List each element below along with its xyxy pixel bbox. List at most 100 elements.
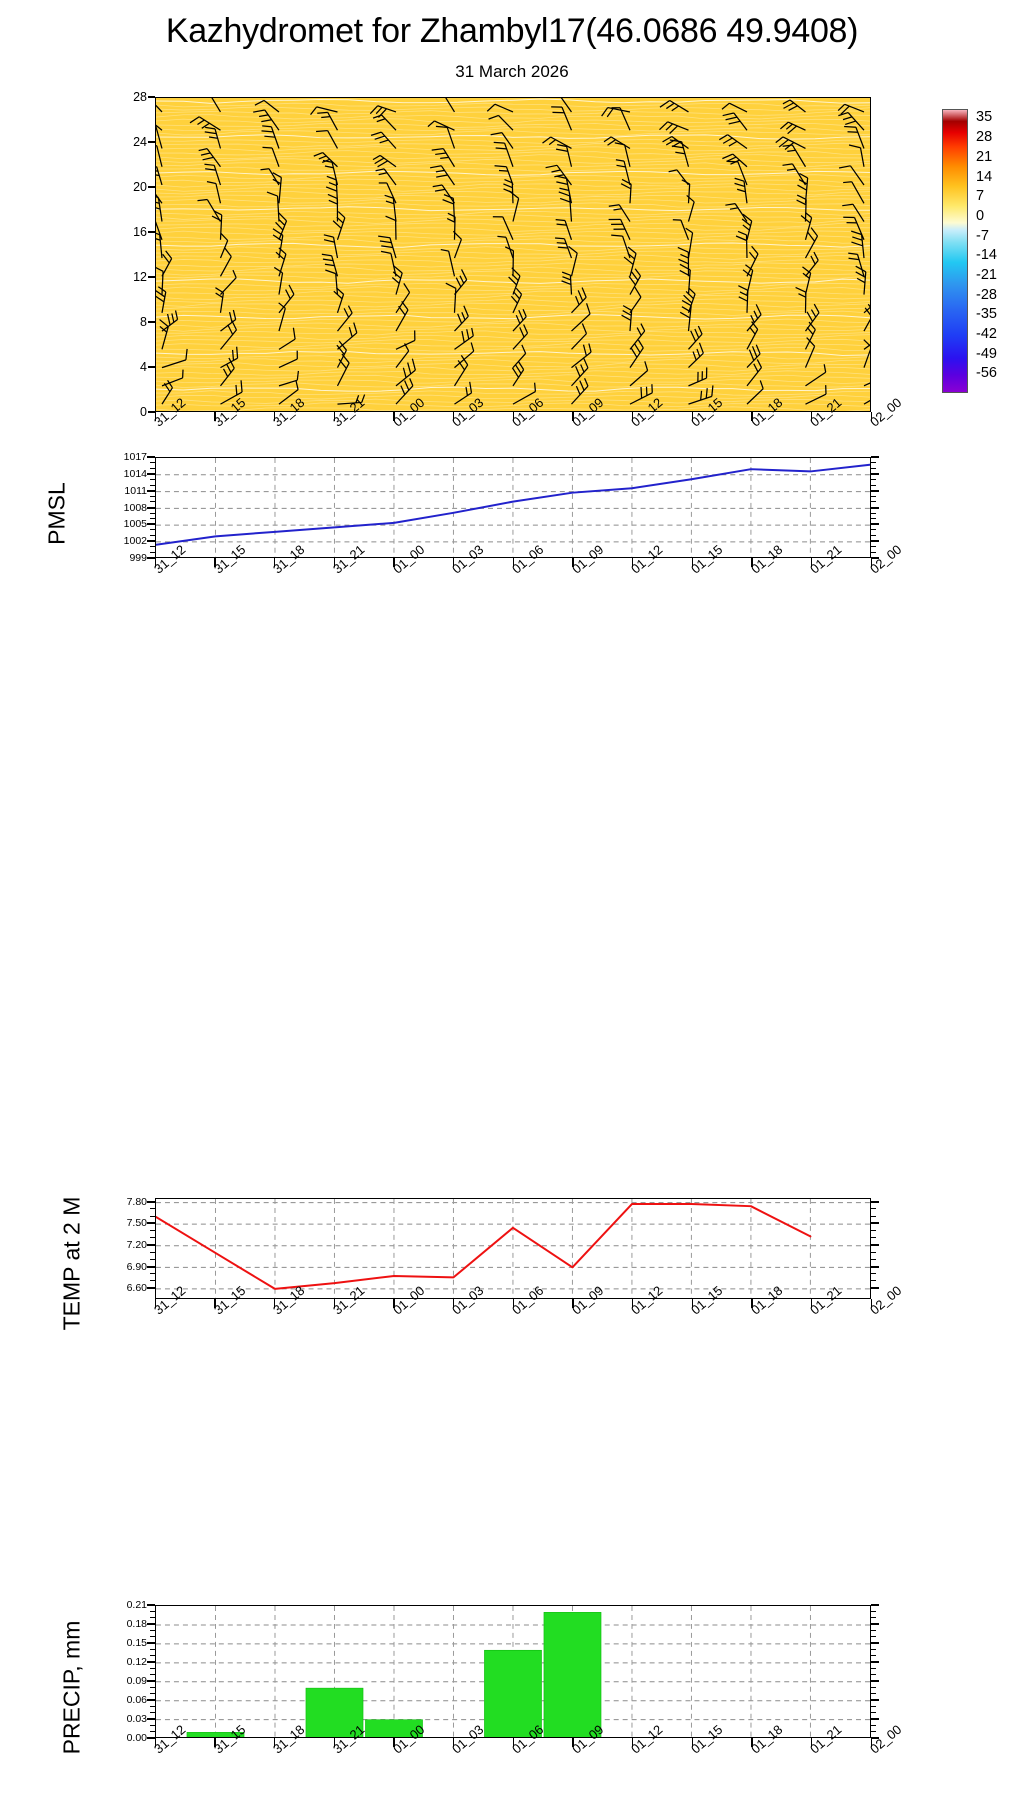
y-minor-tick-right [871, 1712, 876, 1713]
y-axis-tick-label: 0.09 [97, 1675, 147, 1687]
y-minor-tick-right [871, 1630, 876, 1631]
y-axis-tick-label: 4 [105, 360, 147, 374]
y-tick-mark-right [871, 1604, 879, 1606]
y-minor-tick-right [871, 1252, 876, 1253]
y-minor-tick-right [871, 1693, 876, 1694]
y-minor-tick [150, 496, 155, 497]
y-minor-tick-right [871, 1230, 876, 1231]
y-minor-tick-right [871, 1668, 876, 1669]
colorbar-label: -14 [976, 247, 997, 263]
y-minor-tick-right [871, 479, 876, 480]
y-tick-mark-right [871, 456, 879, 458]
y-tick-mark-right [871, 1680, 879, 1682]
temp-axis-label: TEMP at 2 M [59, 1164, 86, 1364]
y-tick-mark-right [871, 1266, 879, 1268]
y-axis-tick-label: 1014 [97, 468, 147, 480]
y-minor-tick [150, 1712, 155, 1713]
y-minor-tick [150, 468, 155, 469]
y-axis-tick-label: 1005 [97, 518, 147, 530]
y-minor-tick [150, 1273, 155, 1274]
y-minor-tick-right [871, 1655, 876, 1656]
y-minor-tick-right [871, 1636, 876, 1637]
y-minor-tick [150, 1668, 155, 1669]
y-tick-mark [147, 1661, 155, 1663]
y-axis-tick-label: 1002 [97, 535, 147, 547]
colorbar-label: -56 [976, 365, 997, 381]
y-minor-tick-right [871, 1617, 876, 1618]
y-minor-tick [150, 1655, 155, 1656]
y-axis-tick-label: 6.60 [97, 1282, 147, 1294]
y-minor-tick-right [871, 485, 876, 486]
y-minor-tick-right [871, 462, 876, 463]
y-minor-tick [150, 529, 155, 530]
y-axis-tick-label: 0.18 [97, 1618, 147, 1630]
y-minor-tick [150, 1731, 155, 1732]
y-axis-tick-label: 20 [105, 180, 147, 194]
y-tick-mark-right [871, 473, 879, 475]
colorbar-label: 0 [976, 208, 984, 224]
y-minor-tick-right [871, 1208, 876, 1209]
y-minor-tick-right [871, 1706, 876, 1707]
y-minor-tick-right [871, 1216, 876, 1217]
colorbar-label: 7 [976, 188, 984, 204]
y-minor-tick [150, 1617, 155, 1618]
y-tick-mark [147, 540, 155, 542]
y-minor-tick-right [871, 546, 876, 547]
y-minor-tick-right [871, 1237, 876, 1238]
y-axis-tick-label: 12 [105, 270, 147, 284]
colorbar-label: -28 [976, 287, 997, 303]
y-minor-tick [150, 1725, 155, 1726]
colorbar-label: -49 [976, 346, 997, 362]
y-tick-mark-right [871, 1222, 879, 1224]
y-tick-mark-right [871, 1718, 879, 1720]
y-tick-mark [147, 523, 155, 525]
y-minor-tick [150, 1237, 155, 1238]
y-axis-tick-label: 1017 [97, 451, 147, 463]
y-minor-tick [150, 485, 155, 486]
x-axis-tick-label: 02_00 [867, 1722, 904, 1757]
y-tick-mark-right [871, 1623, 879, 1625]
y-minor-tick [150, 1706, 155, 1707]
y-minor-tick-right [871, 1611, 876, 1612]
y-minor-tick-right [871, 501, 876, 502]
colorbar-label: -42 [976, 326, 997, 342]
y-axis-tick-label: 0.15 [97, 1637, 147, 1649]
y-minor-tick [150, 1280, 155, 1281]
y-axis-tick-label: 7.20 [97, 1239, 147, 1251]
y-tick-mark [147, 1718, 155, 1720]
y-tick-mark [148, 366, 155, 367]
y-minor-tick [150, 1649, 155, 1650]
y-tick-mark [147, 1222, 155, 1224]
y-tick-mark [147, 1604, 155, 1606]
colorbar-label: -7 [976, 228, 989, 244]
y-axis-tick-label: 16 [105, 225, 147, 239]
y-tick-mark [147, 456, 155, 458]
precip-axis-label: PRECIP, mm [59, 1578, 86, 1798]
y-axis-tick-label: 0.03 [97, 1713, 147, 1725]
y-axis-tick-label: 0 [105, 405, 147, 419]
y-tick-mark-right [871, 507, 879, 509]
temp-plot-area [155, 1198, 871, 1299]
y-tick-mark [148, 186, 155, 187]
y-minor-tick [150, 1216, 155, 1217]
y-minor-tick [150, 552, 155, 553]
y-axis-tick-label: 0.21 [97, 1599, 147, 1611]
y-axis-tick-label: 1008 [97, 502, 147, 514]
y-tick-mark [147, 1623, 155, 1625]
y-minor-tick [150, 1230, 155, 1231]
y-tick-mark [147, 1244, 155, 1246]
y-tick-mark-right [871, 490, 879, 492]
y-minor-tick [150, 513, 155, 514]
y-tick-mark [147, 1266, 155, 1268]
y-tick-mark [148, 321, 155, 322]
y-minor-tick-right [871, 518, 876, 519]
y-minor-tick-right [871, 1725, 876, 1726]
y-minor-tick-right [871, 1649, 876, 1650]
y-tick-mark [148, 276, 155, 277]
y-axis-tick-label: 1011 [97, 485, 147, 497]
y-axis-tick-label: 999 [97, 552, 147, 564]
y-tick-mark [147, 1201, 155, 1203]
y-axis-tick-label: 0.06 [97, 1694, 147, 1706]
